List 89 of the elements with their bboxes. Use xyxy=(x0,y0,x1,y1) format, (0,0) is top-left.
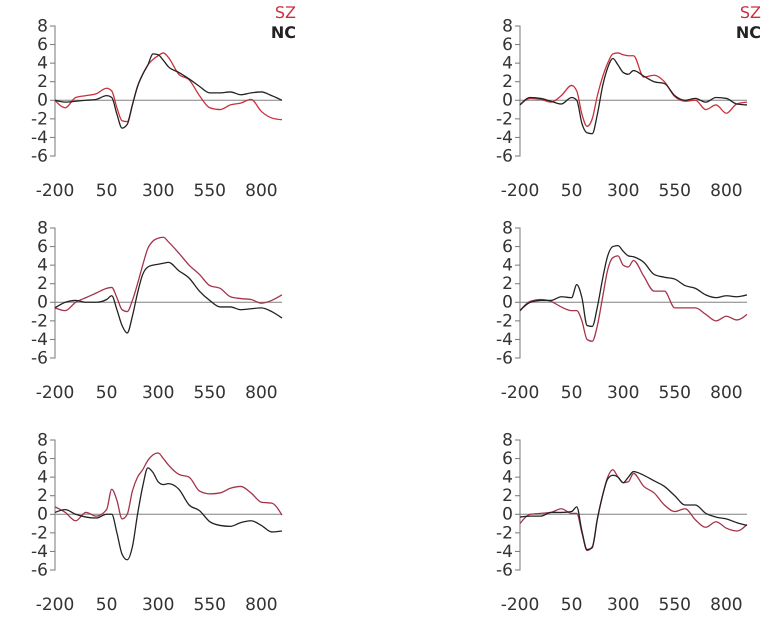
y-tick-label: 6 xyxy=(37,35,48,56)
x-tick-label: 550 xyxy=(658,383,691,404)
x-tick-label: 50 xyxy=(96,181,118,202)
y-tick-label: 8 xyxy=(37,218,48,238)
x-tick-label: 800 xyxy=(710,383,743,404)
y-tick-label: -6 xyxy=(31,560,48,580)
y-tick-label: -4 xyxy=(496,330,513,350)
x-tick-label: 800 xyxy=(245,383,278,404)
y-tick-label: 0 xyxy=(502,292,513,313)
y-tick-label: 6 xyxy=(37,237,48,258)
y-tick-label: -6 xyxy=(496,348,513,368)
y-tick-label: 6 xyxy=(502,449,513,470)
x-tick-label: 50 xyxy=(96,383,118,404)
text: SZ xyxy=(740,3,762,22)
y-tick-label: 4 xyxy=(502,468,513,488)
line-series xyxy=(519,244,748,328)
x-tick-label: 50 xyxy=(96,595,118,616)
y-tick-label: 2 xyxy=(37,274,48,294)
x-tick-label: 50 xyxy=(560,595,582,616)
y-tick-label: 6 xyxy=(502,237,513,258)
x-tick-label: 800 xyxy=(710,181,743,202)
y-tick-label: 2 xyxy=(37,486,48,506)
line-series xyxy=(54,452,283,522)
x-tick-label: -200 xyxy=(500,383,540,404)
y-tick-label: 8 xyxy=(37,16,48,36)
y-tick-label: -2 xyxy=(31,523,48,544)
x-tick-label: 550 xyxy=(194,383,226,404)
line-series xyxy=(54,262,283,334)
x-tick-label: 800 xyxy=(245,595,278,616)
x-tick-label: 550 xyxy=(658,595,691,616)
x-tick-label: 800 xyxy=(710,595,743,616)
y-tick-label: 4 xyxy=(37,256,48,276)
y-tick-label: -2 xyxy=(31,311,48,332)
y-tick-label: 8 xyxy=(502,430,513,450)
x-tick-label: -200 xyxy=(36,181,74,202)
x-tick-label: 300 xyxy=(142,181,174,202)
y-tick-label: 0 xyxy=(37,504,48,525)
y-tick-label: 2 xyxy=(37,72,48,92)
y-tick-label: -4 xyxy=(496,542,513,562)
y-tick-label: 4 xyxy=(502,256,513,276)
x-tick-label: -200 xyxy=(36,595,74,616)
y-tick-label: 6 xyxy=(37,449,48,470)
y-tick-label: 2 xyxy=(502,72,513,92)
x-tick-label: 300 xyxy=(142,383,174,404)
y-tick-label: -6 xyxy=(496,146,513,166)
y-tick-label: 2 xyxy=(502,274,513,294)
y-tick-label: 8 xyxy=(37,430,48,450)
y-tick-label: 4 xyxy=(502,54,513,74)
y-tick-label: 4 xyxy=(37,468,48,488)
y-tick-label: -4 xyxy=(496,128,513,148)
x-tick-label: 300 xyxy=(606,383,640,404)
x-tick-label: -200 xyxy=(36,383,74,404)
y-tick-label: 8 xyxy=(502,218,513,238)
y-tick-label: 6 xyxy=(502,35,513,56)
x-tick-label: 800 xyxy=(245,181,278,202)
y-tick-label: 0 xyxy=(502,504,513,525)
line-series xyxy=(54,236,283,312)
x-tick-label: -200 xyxy=(500,595,540,616)
line-series xyxy=(519,58,748,134)
x-tick-label: 50 xyxy=(560,181,582,202)
text: SZ xyxy=(274,3,296,22)
y-tick-label: -4 xyxy=(31,542,48,562)
line-series xyxy=(519,255,748,342)
x-tick-label: 300 xyxy=(606,181,640,202)
y-tick-label: -2 xyxy=(31,109,48,130)
x-tick-label: 300 xyxy=(606,595,640,616)
y-tick-label: -4 xyxy=(31,128,48,148)
x-tick-label: 300 xyxy=(142,595,174,616)
y-tick-label: -2 xyxy=(496,523,513,544)
text: NC xyxy=(736,23,761,42)
text: NC xyxy=(270,23,296,42)
y-tick-label: -2 xyxy=(496,109,513,130)
y-tick-label: -4 xyxy=(31,330,48,350)
y-tick-label: 2 xyxy=(502,486,513,506)
y-tick-label: -6 xyxy=(496,560,513,580)
x-tick-label: 550 xyxy=(658,181,691,202)
y-tick-label: 0 xyxy=(502,90,513,111)
x-tick-label: 50 xyxy=(560,383,582,404)
y-tick-label: -2 xyxy=(496,311,513,332)
y-tick-label: 0 xyxy=(37,90,48,111)
y-tick-label: -6 xyxy=(31,348,48,368)
line-series xyxy=(54,467,283,560)
y-tick-label: 0 xyxy=(37,292,48,313)
y-tick-label: 8 xyxy=(502,16,513,36)
x-tick-label: 550 xyxy=(194,595,226,616)
y-tick-label: 4 xyxy=(37,54,48,74)
y-tick-label: -6 xyxy=(31,146,48,166)
x-tick-label: 550 xyxy=(194,181,226,202)
x-tick-label: -200 xyxy=(500,181,540,202)
